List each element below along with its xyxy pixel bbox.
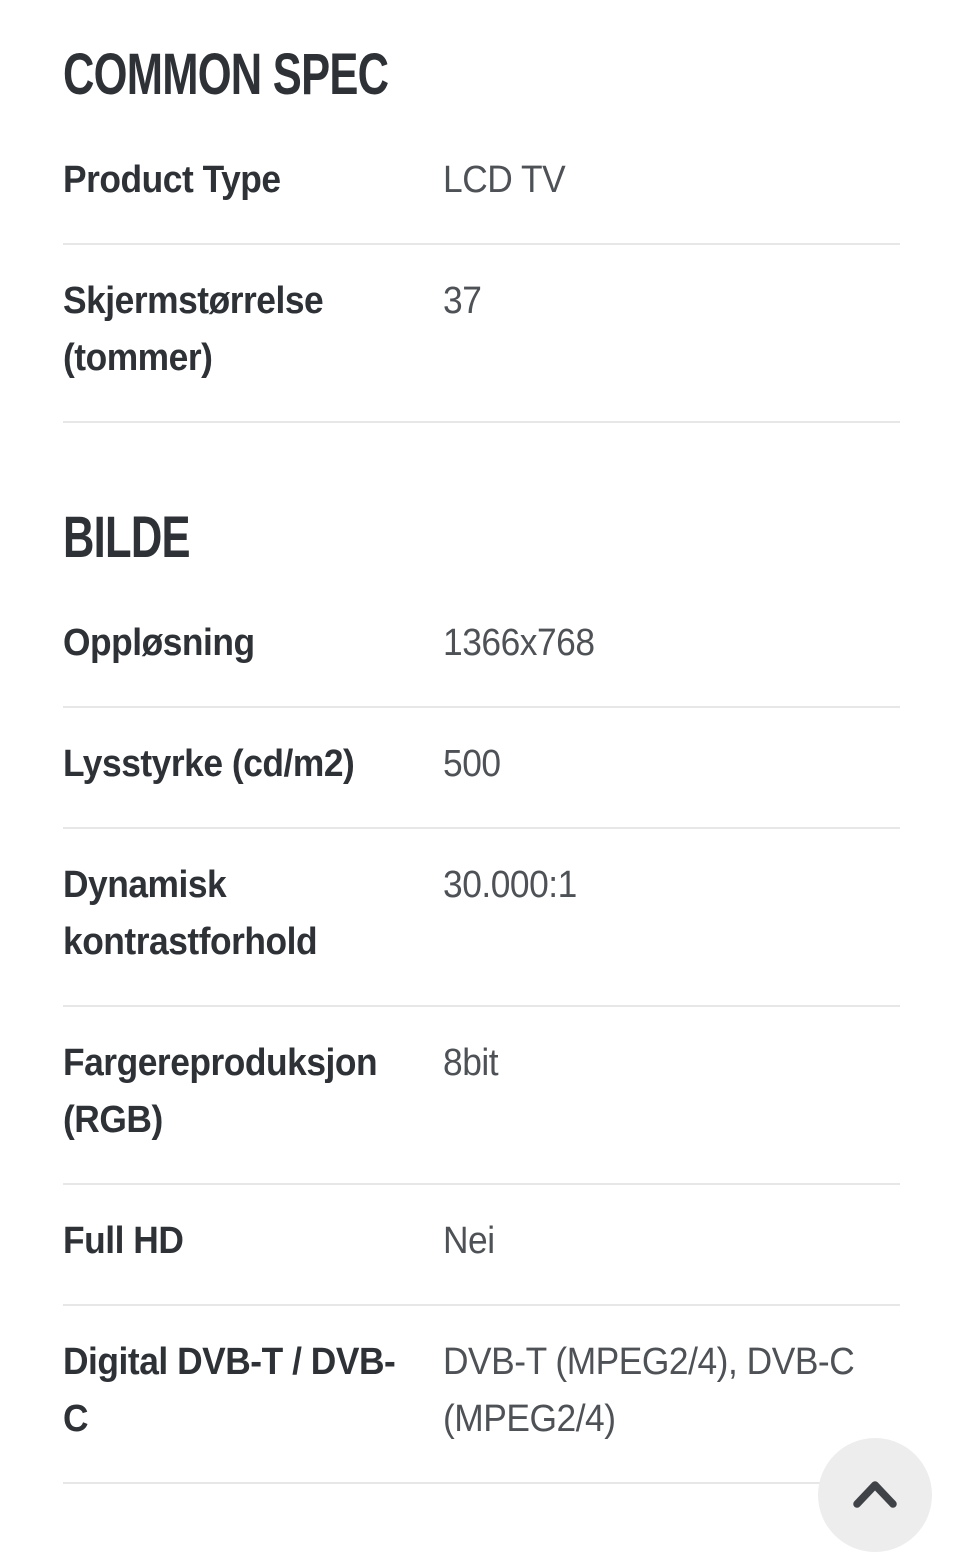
spec-row: Skjermstørrelse (tommer) 37 xyxy=(63,245,900,423)
spec-row: Full HD Nei xyxy=(63,1185,900,1306)
spec-value: 1366x768 xyxy=(443,622,595,664)
section-title-text: COMMON SPEC xyxy=(63,42,389,107)
spec-value: 8bit xyxy=(443,1042,499,1084)
spec-row: Oppløsning 1366x768 xyxy=(63,587,900,708)
spec-content: COMMON SPEC Product Type LCD TV Skjermst… xyxy=(63,44,900,1484)
section-title-text: BILDE xyxy=(63,505,191,570)
section-title: COMMON SPEC xyxy=(63,44,900,106)
spec-label: Digital DVB-T / DVB-C xyxy=(63,1341,396,1440)
spec-row: Digital DVB-T / DVB-C DVB-T (MPEG2/4), D… xyxy=(63,1306,900,1484)
spec-value: 37 xyxy=(443,280,482,322)
spec-row: Dynamisk kontrastforhold 30.000:1 xyxy=(63,829,900,1007)
spec-value: Nei xyxy=(443,1220,495,1262)
spec-row: Product Type LCD TV xyxy=(63,124,900,245)
spec-label: Lysstyrke (cd/m2) xyxy=(63,743,355,785)
spec-label: Product Type xyxy=(63,159,281,201)
spec-value: LCD TV xyxy=(443,159,566,201)
spec-label: Full HD xyxy=(63,1220,184,1262)
spec-row: Lysstyrke (cd/m2) 500 xyxy=(63,708,900,829)
spec-value: 30.000:1 xyxy=(443,864,577,906)
spec-label: Oppløsning xyxy=(63,622,255,664)
spec-section: COMMON SPEC Product Type LCD TV Skjermst… xyxy=(63,44,900,423)
spec-row: Fargereproduksjon (RGB) 8bit xyxy=(63,1007,900,1185)
chevron-up-icon xyxy=(853,1481,897,1508)
spec-value: 500 xyxy=(443,743,501,785)
spec-rows: Oppløsning 1366x768 Lysstyrke (cd/m2) 50… xyxy=(63,587,900,1484)
scroll-to-top-button[interactable] xyxy=(818,1438,932,1552)
spec-label: Dynamisk kontrastforhold xyxy=(63,864,318,963)
spec-label: Fargereproduksjon (RGB) xyxy=(63,1042,378,1141)
spec-label: Skjermstørrelse (tommer) xyxy=(63,280,324,379)
section-title: BILDE xyxy=(63,507,900,569)
spec-section: BILDE Oppløsning 1366x768 Lysstyrke (cd/… xyxy=(63,507,900,1484)
spec-value: DVB-T (MPEG2/4), DVB-C (MPEG2/4) xyxy=(443,1341,855,1440)
spec-rows: Product Type LCD TV Skjermstørrelse (tom… xyxy=(63,124,900,423)
